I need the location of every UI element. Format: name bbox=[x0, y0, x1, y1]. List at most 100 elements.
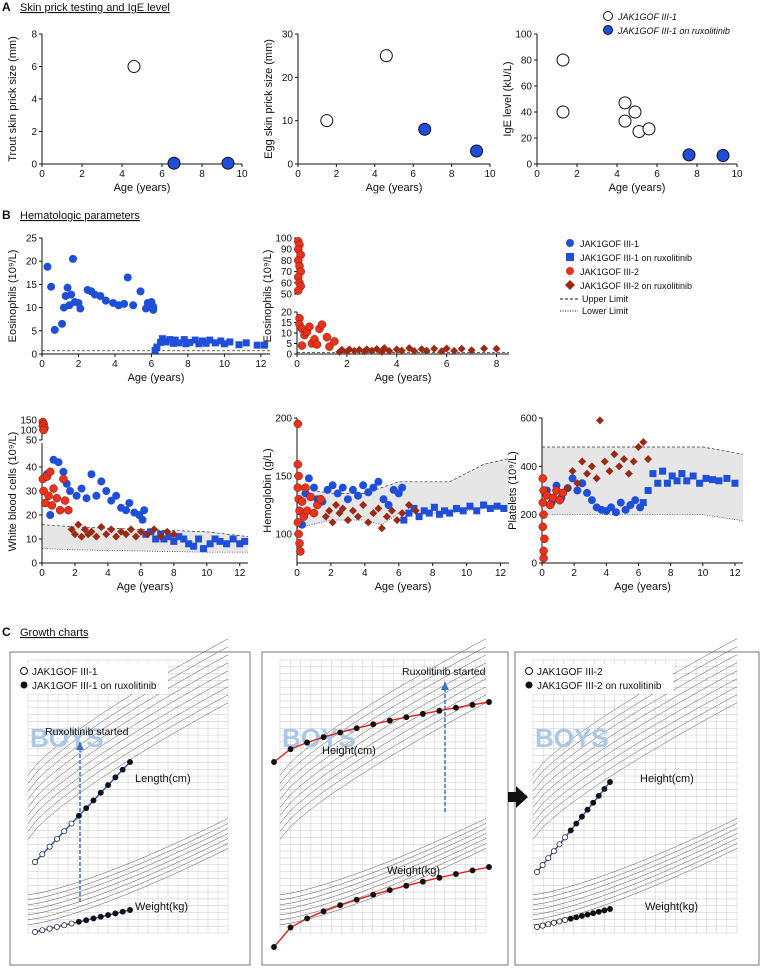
data-point bbox=[689, 472, 697, 480]
data-point bbox=[182, 340, 190, 348]
growth-point bbox=[61, 922, 68, 929]
data-point bbox=[659, 467, 667, 475]
height-label: Height(cm) bbox=[322, 745, 376, 757]
data-point bbox=[369, 483, 378, 492]
x-tick-label: 6 bbox=[149, 359, 155, 370]
data-point bbox=[539, 546, 548, 556]
growth-point bbox=[556, 841, 563, 848]
growth-point bbox=[403, 882, 410, 889]
growth-point bbox=[539, 862, 546, 869]
x-tick-label: 10 bbox=[236, 169, 248, 180]
data-point bbox=[76, 304, 85, 313]
data-point bbox=[626, 501, 635, 509]
data-point bbox=[67, 290, 76, 299]
legend-b-blue-circle bbox=[566, 239, 574, 247]
growth-point bbox=[112, 774, 119, 781]
growth-point bbox=[46, 925, 53, 932]
data-point bbox=[140, 506, 149, 515]
growth-point bbox=[53, 835, 60, 842]
data-point bbox=[382, 512, 391, 521]
data-point bbox=[715, 477, 723, 485]
data-point bbox=[221, 156, 235, 170]
percentile-curve bbox=[27, 828, 229, 906]
data-point bbox=[611, 508, 620, 517]
legend-b-label-3: JAK1GOF III-2 bbox=[580, 267, 639, 277]
data-point bbox=[539, 510, 548, 519]
growth-point bbox=[287, 924, 294, 931]
y-tick-label: 20 bbox=[26, 511, 38, 522]
x-tick-label: 2 bbox=[574, 169, 580, 180]
y-axis-label: Platelets (10⁹/L) bbox=[507, 451, 519, 530]
data-point bbox=[242, 339, 250, 347]
growth-point bbox=[320, 734, 327, 741]
x-tick-label: 6 bbox=[159, 169, 165, 180]
y-tick-label: 8 bbox=[31, 30, 37, 41]
data-point bbox=[480, 344, 489, 353]
data-point bbox=[583, 469, 592, 478]
data-point bbox=[175, 339, 183, 347]
data-point bbox=[592, 474, 601, 483]
data-point bbox=[107, 496, 116, 505]
x-axis-label: Age (years) bbox=[614, 581, 671, 593]
height-label: Height(cm) bbox=[640, 773, 694, 785]
chart-A1: 0 2 4 6 8 10 0 2 4 6 8 Age (years) Trout skin prick … bbox=[7, 30, 248, 195]
data-point bbox=[92, 532, 101, 541]
growth-point bbox=[573, 820, 580, 827]
growth-point bbox=[271, 944, 277, 950]
x-tick-label: 8 bbox=[430, 568, 436, 579]
data-point bbox=[312, 340, 322, 349]
data-point bbox=[59, 467, 68, 476]
x-tick-label: 4 bbox=[112, 359, 118, 370]
data-point bbox=[123, 273, 132, 282]
data-point bbox=[60, 496, 70, 505]
data-point bbox=[466, 502, 474, 510]
data-point bbox=[304, 474, 313, 483]
data-point bbox=[673, 477, 681, 485]
data-point bbox=[54, 458, 63, 467]
percentile-curve bbox=[27, 833, 229, 911]
data-point bbox=[348, 506, 357, 515]
data-point bbox=[338, 483, 347, 492]
data-point bbox=[63, 283, 72, 292]
data-point bbox=[87, 527, 96, 536]
y-tick-label: 80 bbox=[521, 56, 533, 67]
data-point bbox=[77, 532, 86, 541]
percentile-curve bbox=[532, 828, 738, 906]
growth-point bbox=[337, 902, 344, 909]
x-tick-label: 8 bbox=[171, 568, 177, 579]
data-point bbox=[77, 484, 86, 493]
panel-letter-b: B bbox=[2, 208, 11, 222]
data-point bbox=[398, 483, 407, 492]
data-point bbox=[131, 532, 140, 541]
growth-point bbox=[32, 859, 38, 865]
growth-point bbox=[590, 799, 597, 806]
data-point bbox=[649, 470, 657, 478]
growth-point bbox=[105, 912, 112, 919]
data-point bbox=[620, 455, 629, 464]
data-point bbox=[568, 467, 577, 476]
data-point bbox=[323, 485, 332, 494]
data-point bbox=[320, 114, 334, 128]
data-point bbox=[639, 499, 647, 507]
y-tick-label: 15 bbox=[281, 318, 293, 329]
data-point bbox=[138, 515, 147, 524]
ruxolitinib-annotation: Ruxolitinib started bbox=[45, 726, 129, 738]
data-point bbox=[165, 533, 173, 541]
data-point bbox=[294, 529, 303, 539]
legend-a-blue-circle bbox=[603, 25, 613, 35]
data-point bbox=[668, 472, 676, 480]
data-point bbox=[180, 336, 188, 344]
percentile-curve bbox=[532, 638, 738, 776]
data-point bbox=[628, 105, 642, 119]
data-point bbox=[364, 518, 373, 527]
y-tick-label: 6 bbox=[31, 62, 37, 73]
percentile-curve bbox=[279, 638, 487, 776]
growth-point bbox=[595, 908, 602, 915]
data-point bbox=[39, 425, 48, 435]
data-point bbox=[136, 527, 145, 536]
data-point bbox=[578, 457, 587, 466]
weight-label: Weight(kg) bbox=[645, 901, 698, 913]
data-point bbox=[587, 496, 596, 505]
x-axis-label: Age (years) bbox=[609, 182, 666, 194]
